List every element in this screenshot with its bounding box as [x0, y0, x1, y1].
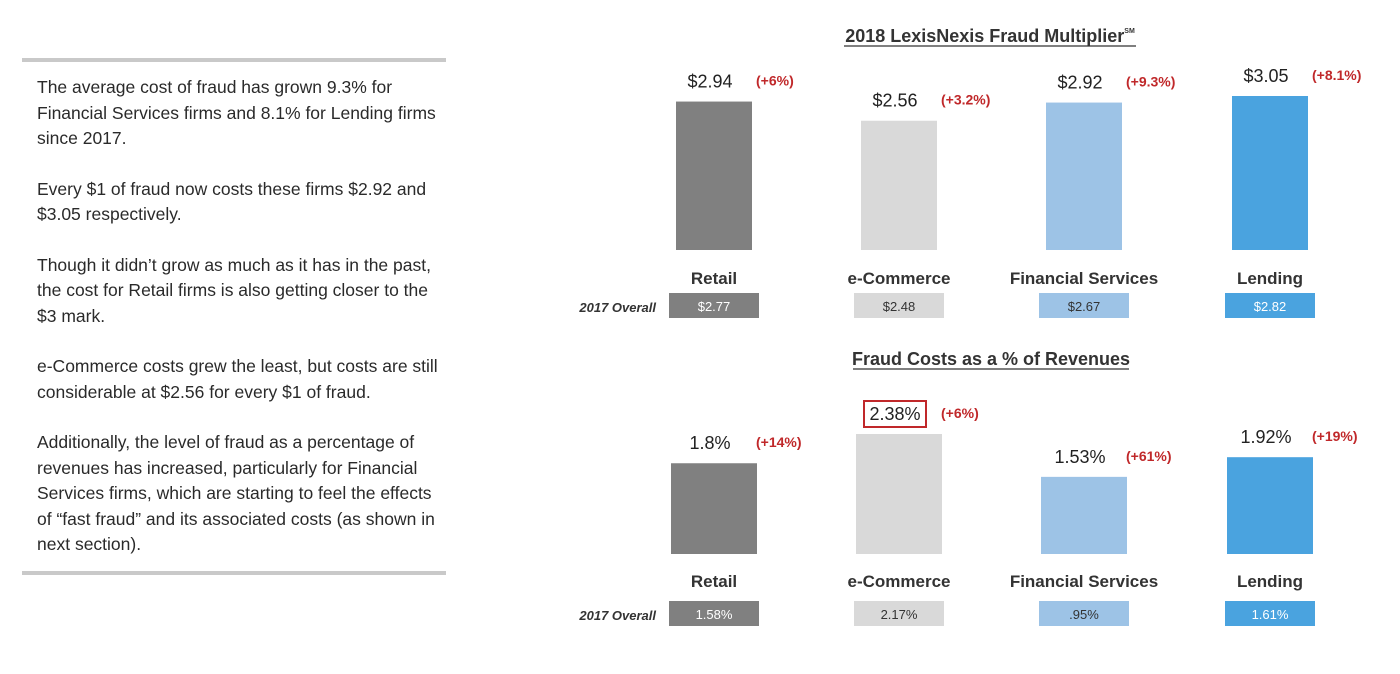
revenue-pct-baseline-value-financial-services: .95% [1069, 607, 1099, 622]
multiplier-baseline-row-label: 2017 Overall [578, 300, 656, 315]
revenue-pct-bar-financial-services [1041, 476, 1127, 554]
revenue-pct-baseline-row-label: 2017 Overall [578, 608, 656, 623]
bottom-divider [22, 571, 446, 575]
commentary-paragraph-1: The average cost of fraud has grown 9.3%… [37, 77, 436, 148]
revenue-pct-change-label-financial-services: (+61%) [1126, 448, 1172, 464]
revenue-pct-baseline-value-retail: 1.58% [696, 607, 733, 622]
revenue-pct-change-label-e-commerce: (+6%) [941, 405, 979, 421]
multiplier-title-service-mark: SM [1124, 28, 1135, 35]
revenue-pct-value-label-lending: 1.92% [1240, 427, 1291, 447]
revenue-pct-value-label-retail: 1.8% [689, 433, 730, 453]
revenue-pct-value-label-financial-services: 1.53% [1054, 447, 1105, 467]
multiplier-chart-title: 2018 LexisNexis Fraud MultiplierSM [845, 26, 1135, 46]
multiplier-baseline-box-retail [669, 293, 759, 318]
multiplier-value-label-e-commerce: $2.56 [872, 91, 917, 111]
commentary-paragraph-2: Every $1 of fraud now costs these firms … [37, 178, 427, 225]
revenue-pct-category-label-lending: Lending [1237, 572, 1303, 591]
multiplier-baseline-value-retail: $2.77 [698, 299, 731, 314]
multiplier-baseline-box-e-commerce [854, 293, 944, 318]
multiplier-bar-e-commerce [861, 120, 937, 250]
multiplier-change-label-e-commerce: (+3.2%) [941, 92, 990, 108]
revenue-pct-value-label-e-commerce: 2.38% [869, 404, 920, 424]
revenue-pct-chart-title: Fraud Costs as a % of Revenues [852, 349, 1130, 369]
multiplier-category-label-financial-services: Financial Services [1010, 269, 1158, 288]
revenue-pct-highlight-box-e-commerce [863, 400, 927, 428]
revenue-pct-baseline-box-financial-services [1039, 601, 1129, 626]
multiplier-category-label-retail: Retail [691, 269, 737, 288]
revenue-pct-change-label-lending: (+19%) [1312, 428, 1358, 444]
revenue-pct-category-label-financial-services: Financial Services [1010, 572, 1158, 591]
multiplier-baseline-box-financial-services [1039, 293, 1129, 318]
multiplier-bar-financial-services [1046, 102, 1122, 250]
commentary-paragraph-5: Additionally, the level of fraud as a pe… [37, 432, 435, 554]
multiplier-change-label-retail: (+6%) [756, 73, 794, 89]
commentary-paragraph-4: e-Commerce costs grew the least, but cos… [37, 356, 438, 402]
multiplier-category-label-e-commerce: e-Commerce [848, 269, 951, 288]
commentary-paragraph-3: Though it didn’t grow as much as it has … [37, 254, 431, 326]
revenue-pct-bar-lending [1227, 457, 1313, 554]
multiplier-baseline-box-lending [1225, 293, 1315, 318]
multiplier-bar-lending [1232, 96, 1308, 250]
multiplier-baseline-value-financial-services: $2.67 [1068, 299, 1101, 314]
revenue-pct-baseline-box-e-commerce [854, 601, 944, 626]
multiplier-value-label-financial-services: $2.92 [1057, 73, 1102, 93]
commentary-panel: The average cost of fraud has grown 9.3%… [37, 75, 449, 583]
multiplier-value-label-retail: $2.94 [687, 72, 732, 92]
revenue-pct-baseline-value-lending: 1.61% [1252, 607, 1289, 622]
multiplier-baseline-value-e-commerce: $2.48 [883, 299, 916, 314]
multiplier-bar-retail [676, 101, 752, 250]
revenue-pct-bar-retail [671, 463, 757, 554]
revenue-pct-baseline-value-e-commerce: 2.17% [881, 607, 918, 622]
revenue-pct-bar-e-commerce [856, 434, 942, 554]
multiplier-change-label-financial-services: (+9.3%) [1126, 74, 1175, 90]
revenue-pct-baseline-box-retail [669, 601, 759, 626]
revenue-pct-category-label-retail: Retail [691, 572, 737, 591]
multiplier-category-label-lending: Lending [1237, 269, 1303, 288]
multiplier-change-label-lending: (+8.1%) [1312, 67, 1361, 83]
revenue-pct-change-label-retail: (+14%) [756, 434, 802, 450]
multiplier-baseline-value-lending: $2.82 [1254, 299, 1287, 314]
revenue-pct-category-label-e-commerce: e-Commerce [848, 572, 951, 591]
multiplier-value-label-lending: $3.05 [1243, 66, 1288, 86]
revenue-pct-baseline-box-lending [1225, 601, 1315, 626]
top-divider [22, 58, 446, 62]
